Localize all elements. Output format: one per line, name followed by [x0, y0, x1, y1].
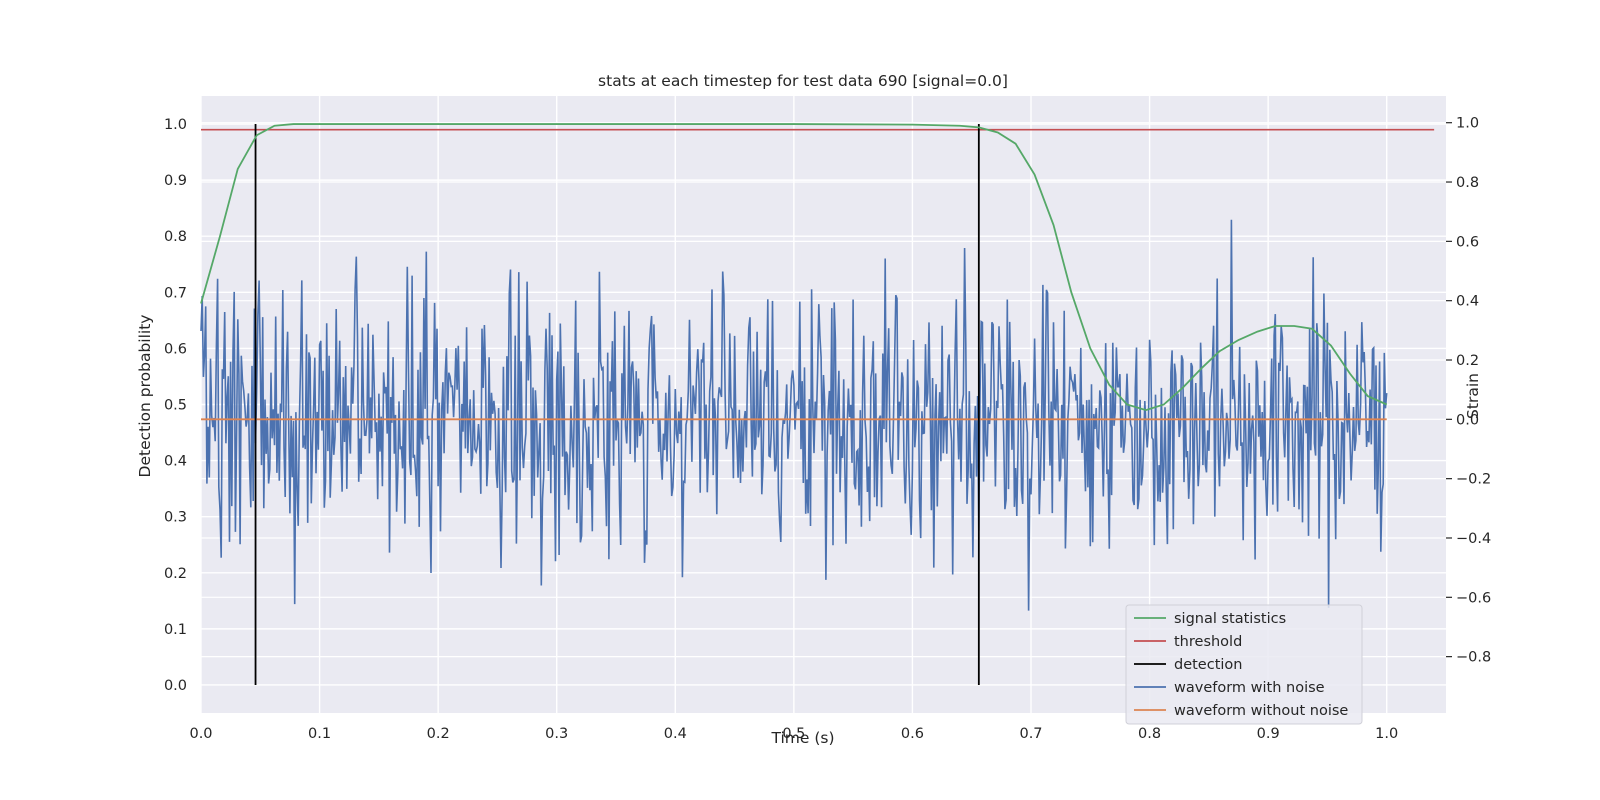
y-tick-label-right: −0.2 [1456, 472, 1491, 488]
y-tick-label-right: 0.6 [1456, 234, 1479, 250]
x-tick-label: 0.8 [1138, 726, 1161, 742]
y-tick-label-right: 0.4 [1456, 294, 1479, 310]
y-tick-label-left: 0.1 [164, 622, 187, 638]
y-axis-label-left: Detection probability [136, 315, 154, 478]
legend-entry: threshold [1174, 634, 1242, 650]
series-layer [200, 123, 1435, 685]
y-tick-label-right: 1.0 [1456, 116, 1479, 132]
y-tick-label-right: −0.4 [1456, 531, 1491, 547]
y-tick-label-right: 0.8 [1456, 175, 1479, 191]
y-tick-label-left: 0.4 [164, 454, 187, 470]
y-tick-label-left: 0.8 [164, 229, 187, 245]
series-waveform-with-noise [200, 219, 1388, 611]
y-tick-label-left: 0.6 [164, 341, 187, 357]
legend-entry: detection [1174, 657, 1242, 673]
legend: signal statistics threshold detection wavef… [1125, 604, 1363, 725]
y-tick-label-left: 0.3 [164, 510, 187, 526]
right-axis-ticks: −0.8 −0.6 −0.4 −0.2 0.0 0.2 0.4 0.6 0.8 1.0 [1446, 116, 1491, 666]
y-tick-label-left: 1.0 [164, 117, 187, 133]
y-tick-label-right: −0.6 [1456, 590, 1491, 606]
y-tick-label-left: 0.9 [164, 173, 187, 189]
x-tick-label: 0.4 [664, 726, 687, 742]
x-tick-label: 1.0 [1375, 726, 1398, 742]
legend-entry: signal statistics [1174, 611, 1286, 627]
legend-entry: waveform with noise [1174, 680, 1325, 696]
x-tick-label: 0.3 [545, 726, 568, 742]
x-tick-label: 0.9 [1257, 726, 1280, 742]
legend-entry: waveform without noise [1174, 703, 1348, 719]
y-tick-label-right: 0.0 [1456, 412, 1479, 428]
x-tick-label: 0.6 [901, 726, 924, 742]
y-tick-label-left: 0.2 [164, 566, 187, 582]
x-tick-label: 0.0 [189, 726, 212, 742]
x-axis-ticks: 0.0 0.1 0.2 0.3 0.4 0.5 0.6 0.7 0.8 0.9 1.0 [189, 726, 1398, 742]
legend-box [1125, 604, 1363, 725]
y-tick-label-right: 0.2 [1456, 353, 1479, 369]
x-tick-label: 0.2 [427, 726, 450, 742]
y-axis-label-right: Strain [1464, 373, 1482, 419]
y-tick-label-left: 0.5 [164, 398, 187, 414]
series-signal-statistics [200, 123, 1388, 412]
left-axis-ticks: 0.0 0.1 0.2 0.3 0.4 0.5 0.6 0.7 0.8 0.9 1.0 [164, 117, 187, 694]
chart-title: stats at each timestep for test data 690… [598, 72, 1008, 90]
y-tick-label-left: 0.0 [164, 678, 187, 694]
x-axis-label: Time (s) [770, 729, 834, 747]
y-tick-label-left: 0.7 [164, 285, 187, 301]
x-tick-label: 0.1 [308, 726, 331, 742]
x-tick-label: 0.5 [782, 726, 805, 742]
x-tick-label: 0.7 [1019, 726, 1042, 742]
y-tick-label-right: −0.8 [1456, 650, 1491, 666]
